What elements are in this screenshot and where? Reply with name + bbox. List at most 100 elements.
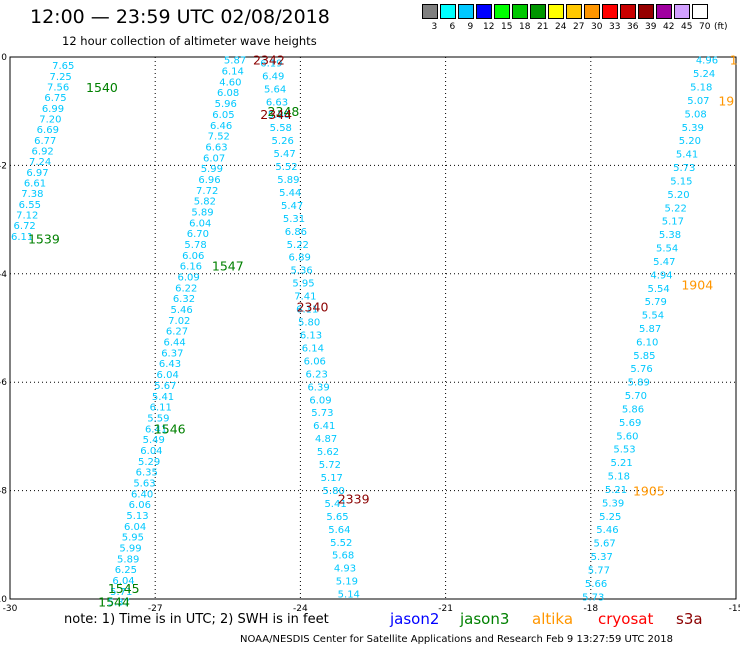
wave-height-label: 6.04 — [189, 218, 211, 229]
wave-height-label: 5.54 — [642, 311, 664, 322]
legend-swatch — [422, 4, 438, 19]
legend-swatch — [566, 4, 582, 19]
x-tick-label: -15 — [729, 604, 740, 614]
wave-height-label: 6.06 — [129, 500, 151, 511]
legend-swatch — [584, 4, 600, 19]
pass-time-label: 1539 — [28, 232, 60, 247]
x-tick-label: -30 — [3, 604, 18, 614]
wave-height-label: 5.17 — [321, 473, 343, 484]
wave-height-label: 5.65 — [326, 512, 348, 523]
wave-height-label: 6.04 — [112, 576, 134, 587]
wave-height-label: 6.04 — [140, 446, 162, 457]
wave-height-label: 6.09 — [177, 273, 199, 284]
wave-height-label: 6.14 — [222, 67, 244, 78]
wave-height-label: 5.18 — [608, 472, 630, 483]
wave-height-label: 5.22 — [287, 240, 309, 251]
wave-height-label: 5.67 — [154, 381, 176, 392]
wave-height-label: 5.26 — [272, 136, 294, 147]
wave-height-label: 6.99 — [42, 104, 64, 115]
legend-level-label: 6 — [449, 22, 456, 32]
wave-height-label: 7.12 — [16, 211, 38, 222]
legend-swatch — [692, 4, 708, 19]
wave-height-label: 5.78 — [184, 240, 206, 251]
wave-height-label: 5.85 — [633, 351, 655, 362]
map-subtitle: 12 hour collection of altimeter wave hei… — [62, 34, 317, 48]
wave-height-label: 5.15 — [670, 176, 692, 187]
wave-height-label: 5.70 — [625, 391, 647, 402]
wave-height-label: 7.52 — [208, 132, 230, 143]
legend-swatch — [548, 4, 564, 19]
wave-height-label: 6.04 — [124, 522, 146, 533]
wave-height-label: 6.06 — [182, 251, 204, 262]
legend-unit: (ft) — [714, 22, 728, 32]
wave-height-label: 5.13 — [126, 511, 148, 522]
wave-height-label: 5.21 — [611, 458, 633, 469]
legend-swatch — [476, 4, 492, 19]
wave-height-label: 7.41 — [294, 292, 316, 303]
legend-level-label: 15 — [501, 22, 513, 32]
wave-height-label: 5.64 — [264, 84, 286, 95]
wave-height-label: 4.96 — [696, 56, 718, 67]
wave-height-label: 5.89 — [191, 207, 213, 218]
wave-height-label: 7.38 — [21, 189, 43, 200]
legend-level-label: 21 — [537, 22, 549, 32]
wave-height-label: 5.79 — [645, 297, 667, 308]
wave-height-label: 5.89 — [628, 378, 650, 389]
wave-height-label: 5.41 — [152, 392, 174, 403]
wave-height-label: 5.60 — [616, 431, 638, 442]
wave-height-label: 5.47 — [273, 149, 295, 160]
wave-height-label: 4.87 — [315, 434, 337, 445]
satellite-label-jason3: jason3 — [460, 610, 510, 628]
wave-height-label: 5.20 — [679, 136, 701, 147]
wave-height-label: 6.55 — [19, 200, 41, 211]
legend-swatch — [602, 4, 618, 19]
wave-height-label: 5.73 — [582, 592, 604, 603]
wave-height-label: 5.31 — [283, 214, 305, 225]
legend-level-label: 18 — [519, 22, 531, 32]
wave-height-label: 4.94 — [650, 270, 672, 281]
wave-height-label: 6.75 — [44, 93, 66, 104]
wave-height-label: 5.87 — [224, 56, 246, 67]
note-text: note: 1) Time is in UTC; 2) SWH is in fe… — [64, 612, 329, 627]
wave-height-label: 5.37 — [591, 552, 613, 563]
pass-time-label: 2342 — [253, 53, 285, 68]
pass-time-label: 2339 — [338, 492, 370, 507]
legend-swatch — [530, 4, 546, 19]
wave-height-label: 5.49 — [143, 435, 165, 446]
legend-level-label: 27 — [573, 22, 585, 32]
legend-swatch — [458, 4, 474, 19]
wave-height-label: 5.47 — [653, 257, 675, 268]
wave-height-label: 5.87 — [639, 324, 661, 335]
map-title: 12:00 — 23:59 UTC 02/08/2018 — [30, 6, 330, 28]
wave-height-label: 6.19 — [260, 58, 282, 69]
wave-height-label: 6.46 — [210, 121, 232, 132]
legend-level-label: 33 — [609, 22, 621, 32]
wave-height-label: 5.44 — [279, 188, 301, 199]
wave-height-label: 5.18 — [690, 83, 712, 94]
wave-height-label: 6.63 — [266, 97, 288, 108]
wave-height-label: 5.95 — [292, 279, 314, 290]
wave-height-label: 5.46 — [170, 305, 192, 316]
wave-height-label: 5.39 — [602, 498, 624, 509]
wave-height-label: 6.96 — [198, 175, 220, 186]
wave-height-label: 5.19 — [336, 577, 358, 588]
wave-height-label: 5.36 — [290, 266, 312, 277]
wave-height-label: 5.63 — [133, 478, 155, 489]
wave-height-label: 5.89 — [277, 175, 299, 186]
wave-height-label: 4.60 — [219, 77, 241, 88]
wave-height-label: 6.04 — [157, 370, 179, 381]
wave-height-label: 6.11 — [296, 305, 318, 316]
legend-level-label: 9 — [467, 22, 474, 32]
legend-swatch — [620, 4, 636, 19]
wave-height-label: 5.07 — [687, 96, 709, 107]
wave-height-label: 5.73 — [673, 163, 695, 174]
legend-level-label: 30 — [591, 22, 603, 32]
wave-height-label: 7.20 — [39, 114, 61, 125]
legend-level-label: 24 — [555, 22, 567, 32]
y-tick-label: 0 — [1, 53, 7, 63]
wave-height-label: 5.80 — [298, 318, 320, 329]
wave-height-label: 5.41 — [676, 150, 698, 161]
wave-height-label: 5.58 — [270, 123, 292, 134]
